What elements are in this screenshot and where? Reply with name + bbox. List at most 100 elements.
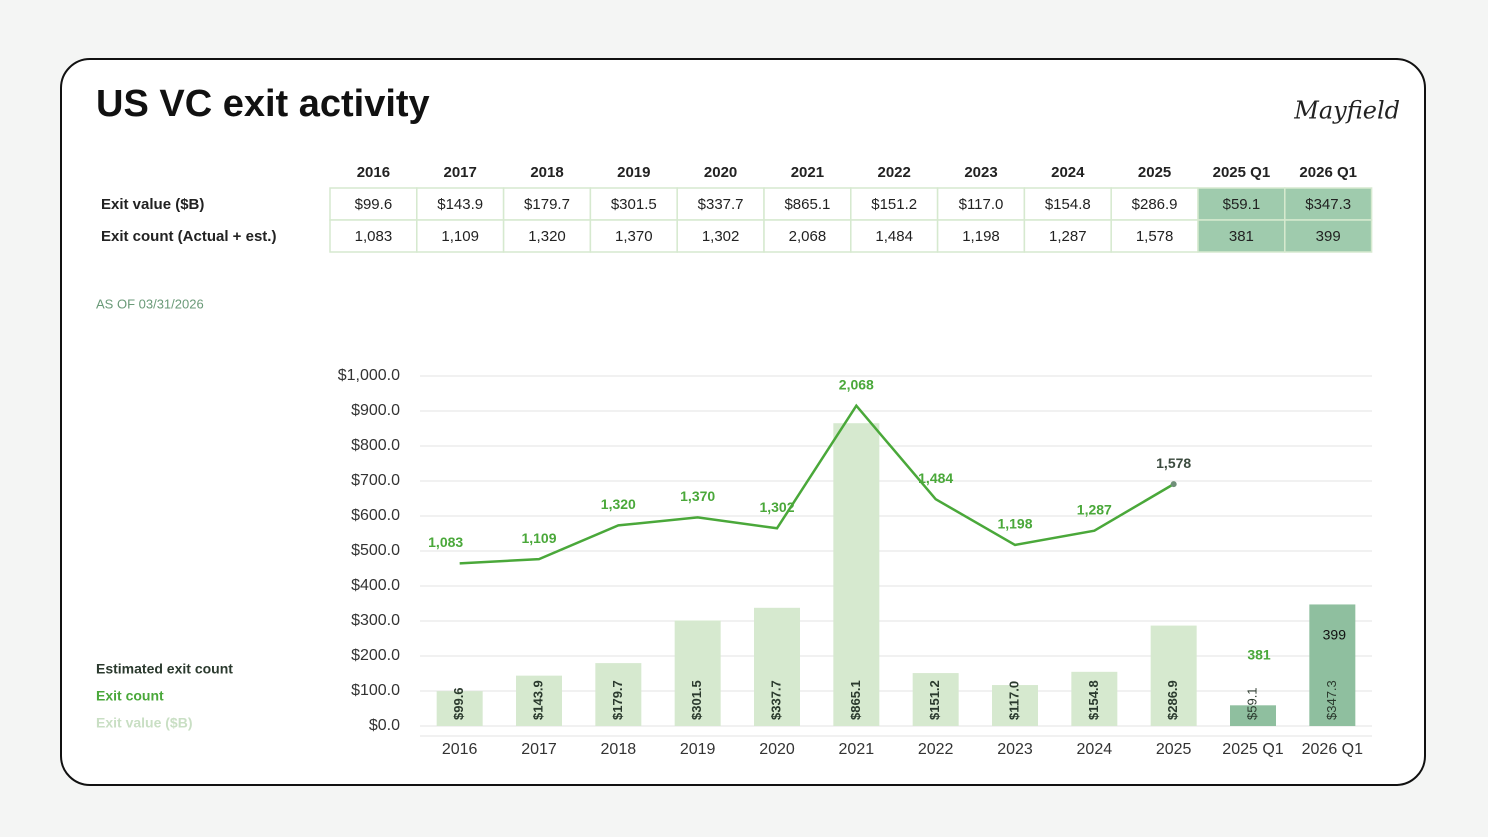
cell-text: $337.7 (698, 196, 744, 213)
cell-text: 1,198 (962, 228, 1000, 245)
table-cell (329, 187, 418, 221)
line-label: 1,578 (1156, 455, 1191, 471)
bar (595, 663, 642, 726)
cell-text: 381 (1229, 228, 1254, 245)
x-tick-label: 2017 (521, 741, 557, 758)
table-cell (763, 219, 852, 253)
table-cell (850, 219, 939, 253)
x-tick-label: 2016 (442, 741, 478, 758)
title: US VC exit activity (96, 83, 430, 125)
cell-text: 1,109 (441, 228, 479, 245)
row-label: Exit value ($B) (101, 196, 204, 213)
table-cell (589, 219, 678, 253)
table-cell (1023, 219, 1112, 253)
table-cell (676, 187, 765, 221)
line-label: 1,484 (918, 470, 953, 486)
bar (1071, 671, 1118, 726)
cell-text: $99.6 (355, 196, 393, 213)
bar (912, 673, 959, 726)
bar-label: $337.7 (768, 680, 783, 720)
x-tick-label: 2018 (601, 741, 637, 758)
cell-text: $865.1 (784, 196, 830, 213)
cell-text: 1,320 (528, 228, 566, 245)
table-header: 2020 (704, 164, 737, 181)
cell-text: $154.8 (1045, 196, 1091, 213)
y-tick-label: $400.0 (351, 577, 400, 594)
table-cell (936, 219, 1026, 253)
y-tick-label: $500.0 (351, 542, 400, 559)
count-label: 399 (1323, 627, 1347, 643)
bar-label: $301.5 (689, 680, 704, 720)
y-tick-label: $700.0 (351, 472, 400, 489)
line-label: 1,302 (759, 499, 794, 515)
table-header: 2016 (357, 164, 390, 181)
table-header: 2024 (1051, 164, 1085, 181)
cell-text: $143.9 (437, 196, 483, 213)
table-cell (1197, 187, 1286, 221)
table-header: 2022 (878, 164, 911, 181)
line-label: 1,109 (521, 530, 556, 546)
bar-label: $117.0 (1006, 681, 1021, 720)
bar-label: $99.6 (451, 687, 466, 720)
table-header: 2026 Q1 (1299, 164, 1357, 181)
x-tick-label: 2025 Q1 (1222, 741, 1283, 758)
cell-text: 1,083 (355, 228, 393, 245)
cell-text: 2,068 (789, 228, 827, 245)
cell-text: $301.5 (611, 196, 657, 213)
bar (516, 675, 562, 726)
x-tick-label: 2021 (839, 741, 875, 758)
x-tick-label: 2019 (680, 741, 716, 758)
table-header: 2019 (617, 164, 650, 181)
y-tick-label: $600.0 (351, 507, 400, 524)
y-tick-label: $0.0 (369, 717, 400, 734)
cell-text: 1,484 (875, 228, 913, 245)
line-label: 1,287 (1077, 501, 1112, 517)
cell-text: $347.3 (1305, 196, 1351, 213)
bar-label: $151.2 (927, 680, 942, 720)
x-tick-label: 2024 (1077, 741, 1113, 758)
cell-text: $286.9 (1132, 196, 1178, 213)
cell-text: 1,578 (1136, 228, 1174, 245)
bar (674, 620, 721, 726)
cell-text: 1,370 (615, 228, 653, 245)
table-cell (1284, 219, 1373, 253)
x-tick-label: 2020 (759, 741, 795, 758)
x-tick-label: 2023 (997, 741, 1033, 758)
table-header: 2023 (964, 164, 997, 181)
table-header: 2021 (791, 164, 824, 181)
line-label: 1,083 (428, 534, 463, 550)
table-cell (502, 219, 592, 253)
bar-label: $865.1 (848, 680, 863, 720)
table-cell (329, 219, 418, 253)
line-label: 1,320 (601, 496, 636, 512)
bar (833, 423, 880, 726)
table-header: 2018 (530, 164, 563, 181)
cell-text: $151.2 (871, 196, 917, 213)
bar (1150, 625, 1197, 726)
table-header: 2025 (1138, 164, 1171, 181)
table-cell (1023, 187, 1112, 221)
y-tick-label: $1,000.0 (338, 367, 400, 384)
legend-entry: Estimated exit count (96, 661, 233, 677)
cell-text: $59.1 (1223, 196, 1261, 213)
cell-text: 399 (1316, 228, 1341, 245)
table-header: 2017 (444, 164, 477, 181)
line-label: 1,198 (997, 516, 1032, 532)
legend-entry: Exit value ($B) (96, 715, 192, 731)
bar-label: $59.1 (1244, 687, 1259, 720)
line-label: 1,370 (680, 488, 715, 504)
cell-text: $117.0 (959, 196, 1004, 213)
note: AS OF 03/31/2026 (96, 296, 204, 311)
line-marker (1170, 481, 1177, 488)
count-label: 381 (1247, 647, 1271, 663)
y-tick-label: $200.0 (351, 647, 400, 664)
line-label: 2,068 (839, 376, 874, 392)
y-tick-label: $900.0 (351, 402, 400, 419)
y-tick-label: $100.0 (351, 682, 400, 699)
y-tick-label: $300.0 (351, 612, 400, 629)
legend-entry: Exit count (96, 688, 164, 704)
bar (436, 691, 483, 726)
table-header: 2025 Q1 (1213, 164, 1271, 181)
